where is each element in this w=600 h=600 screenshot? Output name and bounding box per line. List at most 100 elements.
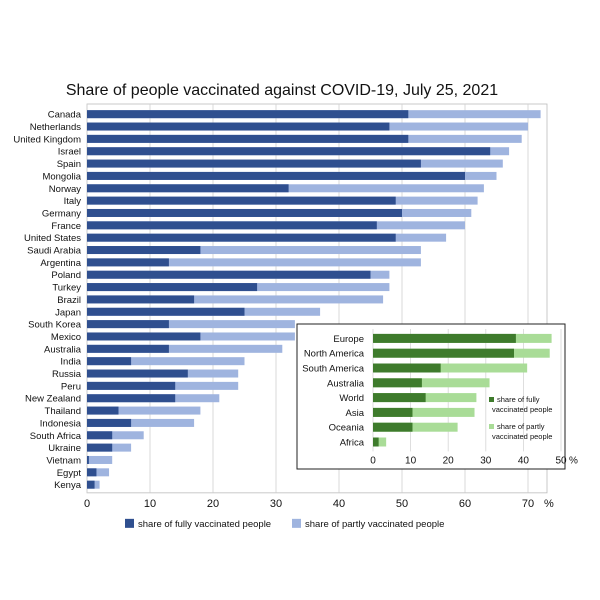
main-x-tick-label: 30 bbox=[270, 498, 282, 510]
partly-vaccinated-bar bbox=[87, 344, 283, 353]
fully-vaccinated-bar bbox=[87, 110, 409, 119]
continent-label: Australia bbox=[327, 378, 365, 389]
fully-vaccinated-bar bbox=[87, 147, 491, 156]
inset-x-tick-label: 30 bbox=[480, 455, 492, 466]
country-label: Australia bbox=[44, 344, 82, 355]
partly-vaccinated-bar bbox=[87, 455, 113, 464]
country-label: Saudi Arabia bbox=[27, 246, 82, 257]
fully-vaccinated-bar bbox=[87, 480, 95, 489]
country-label: New Zealand bbox=[25, 394, 81, 405]
fully-vaccinated-bar bbox=[87, 283, 258, 292]
country-label: Israel bbox=[58, 147, 81, 158]
country-label: Spain bbox=[57, 159, 81, 170]
fully-vaccinated-bar bbox=[87, 418, 132, 427]
continent-label: South America bbox=[302, 364, 364, 375]
country-label: United States bbox=[24, 233, 81, 244]
inset-fully-vaccinated-bar bbox=[373, 437, 379, 447]
fully-vaccinated-bar bbox=[87, 171, 465, 180]
fully-vaccinated-bar bbox=[87, 443, 113, 452]
fully-vaccinated-bar bbox=[87, 344, 169, 353]
fully-vaccinated-bar bbox=[87, 196, 396, 205]
country-label: Thailand bbox=[45, 406, 81, 417]
partly-vaccinated-bar bbox=[87, 406, 201, 415]
inset-x-tick-label: 40 bbox=[518, 455, 530, 466]
country-label: Indonesia bbox=[40, 418, 82, 429]
continent-label: Europe bbox=[333, 334, 364, 345]
fully-vaccinated-bar bbox=[87, 468, 97, 477]
inset-x-tick-label: 20 bbox=[443, 455, 455, 466]
partly-vaccinated-bar bbox=[87, 468, 110, 477]
main-x-unit-label: % bbox=[544, 498, 554, 510]
chart-title: Share of people vaccinated against COVID… bbox=[66, 82, 498, 99]
country-label: Japan bbox=[55, 307, 81, 318]
country-label: South Africa bbox=[30, 431, 82, 442]
fully-vaccinated-bar bbox=[87, 270, 371, 279]
fully-vaccinated-bar bbox=[87, 134, 409, 143]
continent-label: North America bbox=[304, 349, 365, 360]
partly-vaccinated-bar bbox=[87, 320, 295, 329]
fully-vaccinated-bar bbox=[87, 122, 390, 131]
country-label: Netherlands bbox=[30, 122, 81, 133]
country-label: Russia bbox=[52, 369, 82, 380]
inset-legend-label-fully: share of fully vaccinated people bbox=[492, 395, 552, 414]
main-x-tick-label: 0 bbox=[84, 498, 90, 510]
inset-fully-vaccinated-bar bbox=[373, 407, 413, 417]
fully-vaccinated-bar bbox=[87, 258, 169, 267]
country-label: Brazil bbox=[57, 295, 81, 306]
main-x-tick-label: 60 bbox=[459, 498, 471, 510]
fully-vaccinated-bar bbox=[87, 406, 119, 415]
inset-partly-vaccinated-bar bbox=[373, 422, 458, 432]
fully-vaccinated-bar bbox=[87, 369, 188, 378]
country-label: Poland bbox=[51, 270, 81, 281]
country-label: India bbox=[60, 357, 81, 368]
partly-vaccinated-bar bbox=[87, 357, 245, 366]
inset-x-tick-label: 50 bbox=[555, 455, 567, 466]
fully-vaccinated-bar bbox=[87, 246, 201, 255]
inset-continent-bar-chart: 0 10 20 30 40 50 % Europe North America South Ame… bbox=[296, 323, 578, 470]
legend-label-partly: share of partly vaccinated people bbox=[305, 519, 444, 530]
country-label: Canada bbox=[48, 110, 82, 121]
inset-partly-vaccinated-bar bbox=[373, 407, 475, 417]
country-label: Turkey bbox=[52, 283, 81, 294]
legend-swatch-partly bbox=[292, 518, 301, 528]
fully-vaccinated-bar bbox=[87, 357, 132, 366]
main-x-tick-label: 40 bbox=[333, 498, 345, 510]
fully-vaccinated-bar bbox=[87, 394, 176, 403]
inset-x-tick-label: 10 bbox=[405, 455, 417, 466]
partly-vaccinated-bar bbox=[87, 418, 195, 427]
fully-vaccinated-bar bbox=[87, 233, 396, 242]
fully-vaccinated-bar bbox=[87, 159, 421, 168]
main-x-tick-label: 50 bbox=[396, 498, 408, 510]
main-x-tick-label: 20 bbox=[207, 498, 219, 510]
continent-label: Oceania bbox=[329, 423, 365, 434]
partly-vaccinated-bar bbox=[87, 431, 144, 440]
country-label: Mongolia bbox=[42, 171, 81, 182]
inset-legend-swatch-fully bbox=[489, 397, 494, 402]
partly-vaccinated-bar bbox=[87, 258, 421, 267]
inset-legend-label-partly: share of partly vaccinated people bbox=[492, 422, 552, 441]
country-label: Argentina bbox=[40, 258, 81, 269]
inset-fully-vaccinated-bar bbox=[373, 333, 516, 343]
inset-fully-vaccinated-bar bbox=[373, 378, 422, 388]
inset-partly-vaccinated-bar bbox=[373, 437, 387, 447]
main-legend: share of fully vaccinated people share of… bbox=[125, 518, 444, 530]
inset-legend-swatch-partly bbox=[489, 424, 494, 429]
fully-vaccinated-bar bbox=[87, 208, 402, 217]
country-label: Ukraine bbox=[48, 443, 81, 454]
fully-vaccinated-bar bbox=[87, 455, 89, 464]
main-x-tick-label: 10 bbox=[144, 498, 156, 510]
partly-vaccinated-bar bbox=[87, 246, 421, 255]
partly-vaccinated-bar bbox=[87, 295, 384, 304]
country-label: Peru bbox=[61, 381, 81, 392]
country-label: Kenya bbox=[54, 480, 82, 491]
country-label: Italy bbox=[64, 196, 82, 207]
inset-x-tick-label: 0 bbox=[370, 455, 376, 466]
continent-label: Asia bbox=[346, 408, 365, 419]
inset-fully-vaccinated-bar bbox=[373, 348, 514, 358]
country-label: Norway bbox=[49, 184, 81, 195]
inset-x-unit-label: % bbox=[569, 455, 578, 466]
fully-vaccinated-bar bbox=[87, 381, 176, 390]
inset-fully-vaccinated-bar bbox=[373, 393, 426, 403]
fully-vaccinated-bar bbox=[87, 431, 113, 440]
